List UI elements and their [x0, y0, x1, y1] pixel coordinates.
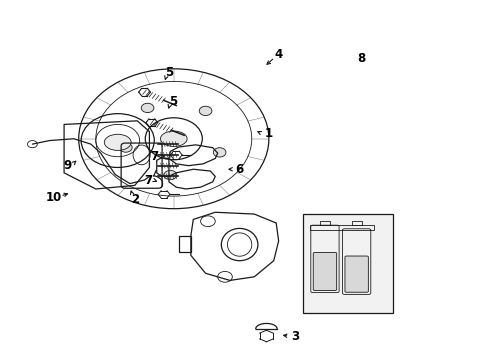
Bar: [303, 214, 392, 313]
Bar: [320, 221, 329, 225]
Circle shape: [119, 143, 132, 152]
Text: 2: 2: [130, 193, 139, 206]
Text: 1: 1: [264, 127, 272, 140]
Circle shape: [199, 106, 211, 116]
Bar: [310, 225, 373, 230]
Circle shape: [163, 170, 176, 180]
Circle shape: [141, 103, 154, 113]
Text: 6: 6: [235, 163, 243, 176]
Text: 3: 3: [291, 330, 299, 343]
Text: 8: 8: [357, 51, 365, 64]
Text: 5: 5: [168, 95, 177, 108]
Text: 9: 9: [64, 159, 72, 172]
Bar: [351, 221, 361, 225]
Ellipse shape: [104, 134, 131, 150]
Text: 5: 5: [164, 66, 173, 79]
Ellipse shape: [160, 131, 187, 147]
Text: 7: 7: [143, 174, 152, 186]
Text: 4: 4: [274, 48, 282, 61]
FancyBboxPatch shape: [313, 252, 336, 291]
Text: 7: 7: [150, 150, 158, 163]
Text: 10: 10: [45, 192, 61, 204]
Circle shape: [213, 148, 225, 157]
FancyBboxPatch shape: [344, 256, 367, 292]
